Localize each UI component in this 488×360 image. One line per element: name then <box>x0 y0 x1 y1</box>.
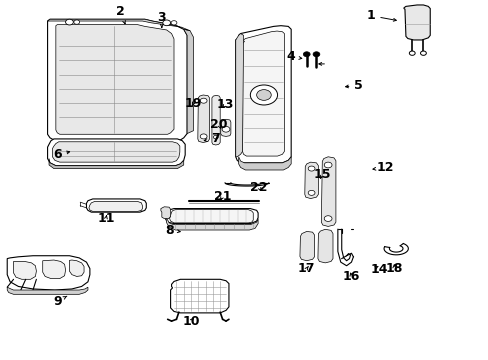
Circle shape <box>163 20 170 26</box>
Polygon shape <box>238 157 290 170</box>
Circle shape <box>256 90 271 100</box>
Polygon shape <box>47 139 185 166</box>
Text: 15: 15 <box>313 168 330 181</box>
Polygon shape <box>89 202 142 211</box>
Text: 8: 8 <box>164 224 180 237</box>
Polygon shape <box>52 142 180 162</box>
Text: 20: 20 <box>210 118 227 131</box>
Polygon shape <box>211 95 220 145</box>
Polygon shape <box>242 31 284 156</box>
Polygon shape <box>235 33 243 157</box>
Polygon shape <box>14 261 36 279</box>
Polygon shape <box>169 210 253 223</box>
Polygon shape <box>69 260 84 276</box>
Polygon shape <box>161 207 170 219</box>
Polygon shape <box>7 256 90 290</box>
Circle shape <box>74 20 80 24</box>
Circle shape <box>222 126 229 132</box>
Circle shape <box>420 51 426 55</box>
Text: 6: 6 <box>53 148 69 162</box>
Text: 5: 5 <box>345 79 363 92</box>
Circle shape <box>312 52 319 57</box>
Text: 11: 11 <box>97 212 115 225</box>
Circle shape <box>324 216 331 221</box>
Polygon shape <box>198 95 209 143</box>
Text: 2: 2 <box>116 5 125 24</box>
Polygon shape <box>317 229 332 263</box>
Polygon shape <box>170 279 228 313</box>
Circle shape <box>408 51 414 55</box>
Circle shape <box>303 52 309 57</box>
Circle shape <box>200 134 206 139</box>
Text: 4: 4 <box>286 50 301 63</box>
Polygon shape <box>304 162 318 199</box>
Polygon shape <box>7 287 88 294</box>
Circle shape <box>213 135 218 139</box>
Text: 19: 19 <box>184 97 202 110</box>
Circle shape <box>200 98 206 103</box>
Circle shape <box>171 21 177 25</box>
Circle shape <box>250 85 277 105</box>
Circle shape <box>307 190 314 195</box>
Text: 12: 12 <box>372 161 393 174</box>
Polygon shape <box>56 24 174 134</box>
Polygon shape <box>165 208 258 224</box>
Polygon shape <box>165 217 258 230</box>
Text: 18: 18 <box>385 262 402 275</box>
Polygon shape <box>49 158 183 168</box>
Text: 10: 10 <box>182 315 200 328</box>
Text: 3: 3 <box>157 11 166 27</box>
Circle shape <box>324 162 331 168</box>
Polygon shape <box>47 19 190 31</box>
Text: 17: 17 <box>297 262 315 275</box>
Polygon shape <box>86 199 146 212</box>
Polygon shape <box>299 231 314 261</box>
Circle shape <box>307 166 314 171</box>
Polygon shape <box>403 5 429 40</box>
Text: 22: 22 <box>250 181 267 194</box>
Polygon shape <box>47 19 187 140</box>
Text: 14: 14 <box>370 263 387 276</box>
Text: 1: 1 <box>366 9 395 22</box>
Text: 7: 7 <box>204 132 219 145</box>
Polygon shape <box>235 26 290 163</box>
Text: 21: 21 <box>213 190 231 203</box>
Circle shape <box>65 19 73 25</box>
Text: 16: 16 <box>342 270 360 283</box>
Text: 9: 9 <box>53 295 67 308</box>
Text: 13: 13 <box>216 99 233 112</box>
Polygon shape <box>42 260 65 279</box>
Polygon shape <box>321 157 335 226</box>
Polygon shape <box>183 29 193 134</box>
Polygon shape <box>220 119 230 136</box>
